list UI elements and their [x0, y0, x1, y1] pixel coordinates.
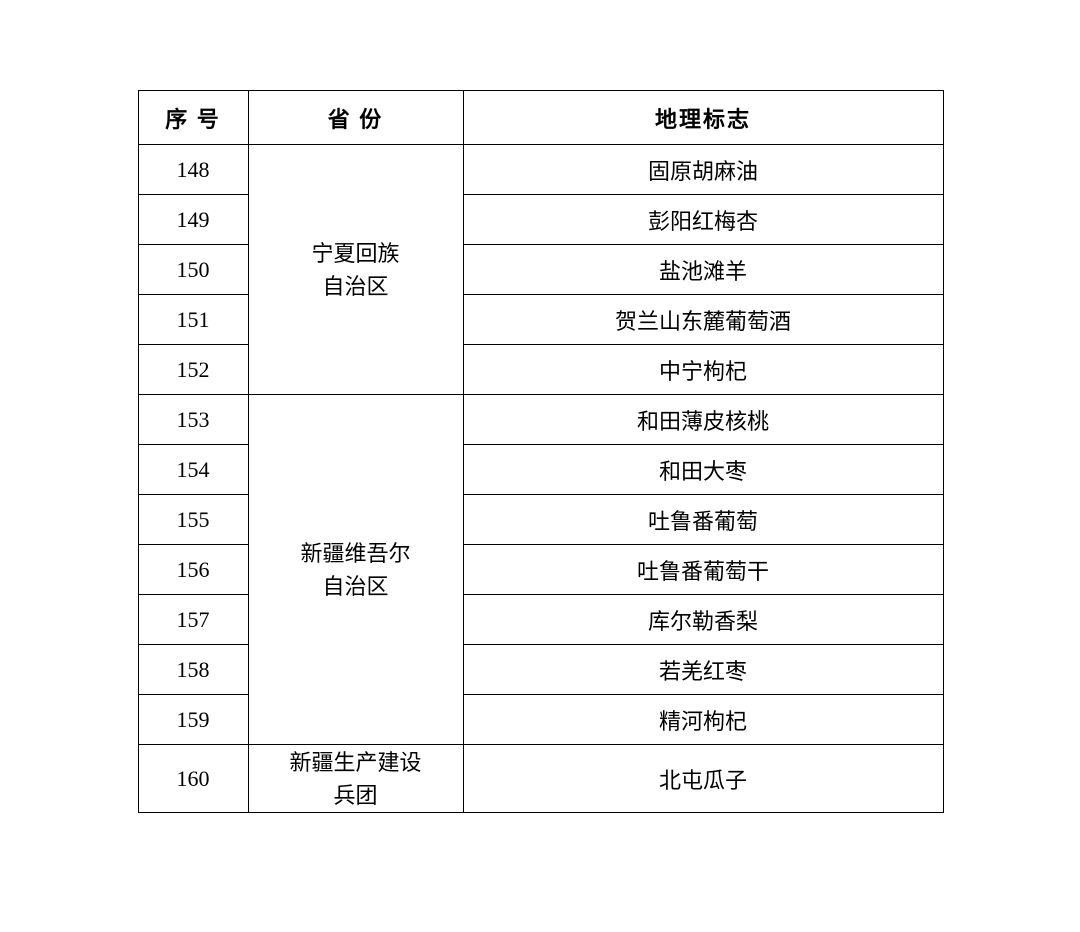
table-body: 148宁夏回族自治区固原胡麻油149彭阳红梅杏150盐池滩羊151贺兰山东麓葡萄…	[138, 145, 943, 813]
cell-index: 158	[138, 645, 248, 695]
cell-indicator: 盐池滩羊	[463, 245, 943, 295]
cell-index: 159	[138, 695, 248, 745]
cell-indicator: 北屯瓜子	[463, 745, 943, 813]
cell-indicator: 吐鲁番葡萄	[463, 495, 943, 545]
header-province: 省 份	[248, 91, 463, 145]
table-row: 153新疆维吾尔自治区和田薄皮核桃	[138, 395, 943, 445]
header-index: 序 号	[138, 91, 248, 145]
geographical-indicator-table: 序 号 省 份 地理标志 148宁夏回族自治区固原胡麻油149彭阳红梅杏150盐…	[138, 90, 944, 813]
cell-index: 152	[138, 345, 248, 395]
cell-indicator: 贺兰山东麓葡萄酒	[463, 295, 943, 345]
table-row: 148宁夏回族自治区固原胡麻油	[138, 145, 943, 195]
cell-index: 149	[138, 195, 248, 245]
cell-indicator: 彭阳红梅杏	[463, 195, 943, 245]
cell-indicator: 精河枸杞	[463, 695, 943, 745]
table-container: 序 号 省 份 地理标志 148宁夏回族自治区固原胡麻油149彭阳红梅杏150盐…	[138, 90, 943, 813]
cell-index: 157	[138, 595, 248, 645]
cell-province: 新疆维吾尔自治区	[248, 395, 463, 745]
cell-index: 153	[138, 395, 248, 445]
table-header-row: 序 号 省 份 地理标志	[138, 91, 943, 145]
cell-indicator: 吐鲁番葡萄干	[463, 545, 943, 595]
header-indicator: 地理标志	[463, 91, 943, 145]
cell-province: 新疆生产建设兵团	[248, 745, 463, 813]
cell-index: 150	[138, 245, 248, 295]
cell-indicator: 固原胡麻油	[463, 145, 943, 195]
cell-indicator: 和田大枣	[463, 445, 943, 495]
cell-indicator: 和田薄皮核桃	[463, 395, 943, 445]
cell-indicator: 库尔勒香梨	[463, 595, 943, 645]
cell-index: 148	[138, 145, 248, 195]
cell-indicator: 中宁枸杞	[463, 345, 943, 395]
cell-province: 宁夏回族自治区	[248, 145, 463, 395]
cell-index: 155	[138, 495, 248, 545]
cell-index: 151	[138, 295, 248, 345]
cell-index: 156	[138, 545, 248, 595]
cell-indicator: 若羌红枣	[463, 645, 943, 695]
table-row: 160新疆生产建设兵团北屯瓜子	[138, 745, 943, 813]
cell-index: 160	[138, 745, 248, 813]
cell-index: 154	[138, 445, 248, 495]
